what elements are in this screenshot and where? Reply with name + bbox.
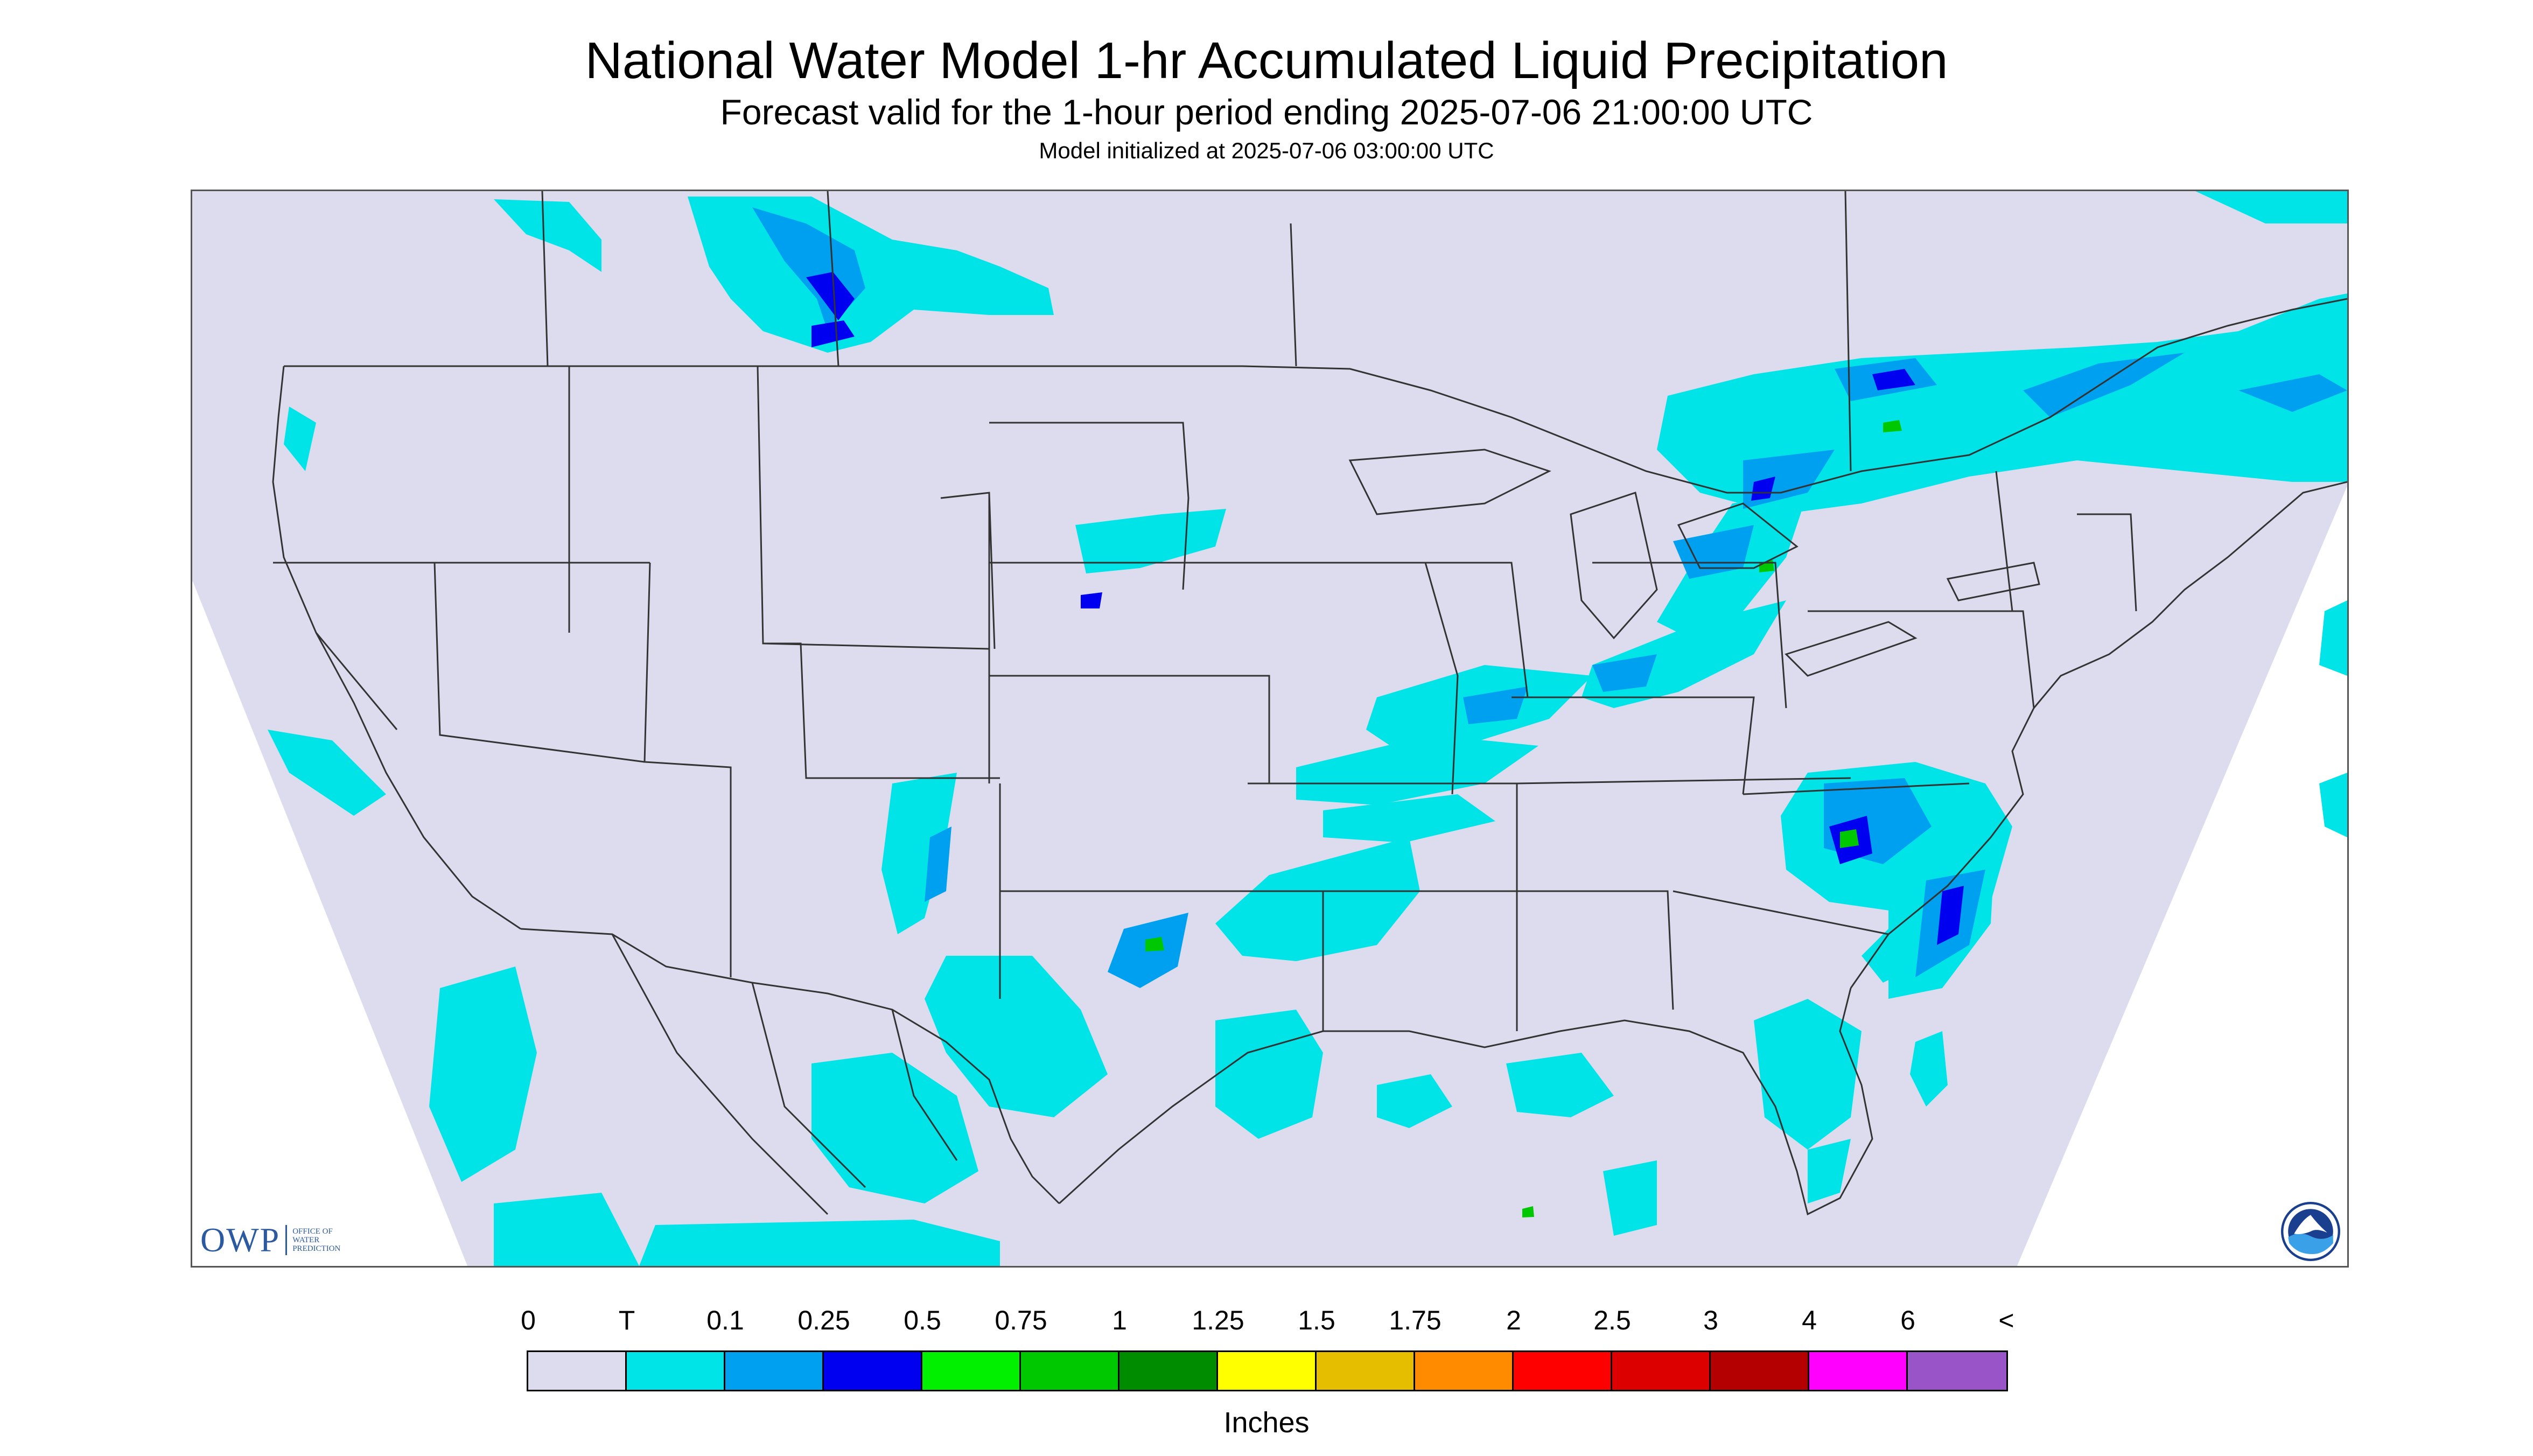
map-title: National Water Model 1-hr Accumulated Li… [585,32,1948,89]
legend-swatch [725,1352,824,1390]
legend-swatch [922,1352,1021,1390]
legend-break-label: 1.75 [1389,1305,1442,1335]
legend-break-label: 0.75 [995,1305,1047,1335]
legend-swatch [1119,1352,1218,1390]
noaa-icon [2281,1202,2340,1261]
legend-swatch [1514,1352,1612,1390]
legend-break-label: 1.5 [1298,1305,1335,1335]
legend-swatch [824,1352,922,1390]
legend-swatch [1711,1352,1809,1390]
political-boundaries [272,191,2347,1216]
legend-swatch [1218,1352,1317,1390]
legend-break-label: T [618,1305,635,1335]
legend-swatch [1908,1352,2006,1390]
legend-labels: 0 T 0.1 0.25 0.5 0.75 1 1.25 1.5 1.75 2 2.5 3 4 6 < [0,1304,2533,1336]
precip-trace-areas [268,191,2347,1266]
owp-logo-letters: OWP [200,1221,281,1259]
owp-logo-subtext: OFFICE OF WATER PREDICTION [292,1227,340,1253]
legend-break-label: 3 [1703,1305,1718,1335]
legend-break-label: 1.25 [1192,1305,1244,1335]
legend-break-label: 6 [1900,1305,1915,1335]
map-subtitle: Forecast valid for the 1-hour period end… [720,92,1813,132]
legend-swatch [528,1352,627,1390]
legend-break-label: 1 [1112,1305,1127,1335]
precipitation-map [191,190,2349,1268]
legend-break-label: 4 [1802,1305,1817,1335]
legend-break-label: 0.5 [904,1305,941,1335]
owp-logo-line2: WATER [292,1236,320,1244]
owp-logo-divider [285,1225,288,1255]
legend-swatch [1809,1352,1908,1390]
owp-logo-line3: PREDICTION [292,1244,341,1253]
legend-swatch [1021,1352,1119,1390]
owp-logo-line1: OFFICE OF [292,1227,333,1236]
legend-break-label: 0 [521,1305,536,1335]
model-init-time: Model initialized at 2025-07-06 03:00:00… [1039,138,1494,163]
map-canvas [192,191,2347,1266]
legend-swatch [627,1352,725,1390]
legend-break-label: < [1998,1305,2014,1335]
legend-break-label: 0.25 [797,1305,850,1335]
legend-break-label: 2.5 [1593,1305,1631,1335]
legend-swatch [1612,1352,1711,1390]
legend-swatch [1415,1352,1514,1390]
domain-outline [192,487,2347,1266]
legend-color-bar [527,1350,2008,1391]
legend-units: Inches [1223,1406,1310,1439]
legend-swatch [1317,1352,1415,1390]
legend-break-label: 0.1 [706,1305,744,1335]
legend-break-label: 2 [1506,1305,1521,1335]
owp-logo: OWP OFFICE OF WATER PREDICTION [200,1221,340,1259]
